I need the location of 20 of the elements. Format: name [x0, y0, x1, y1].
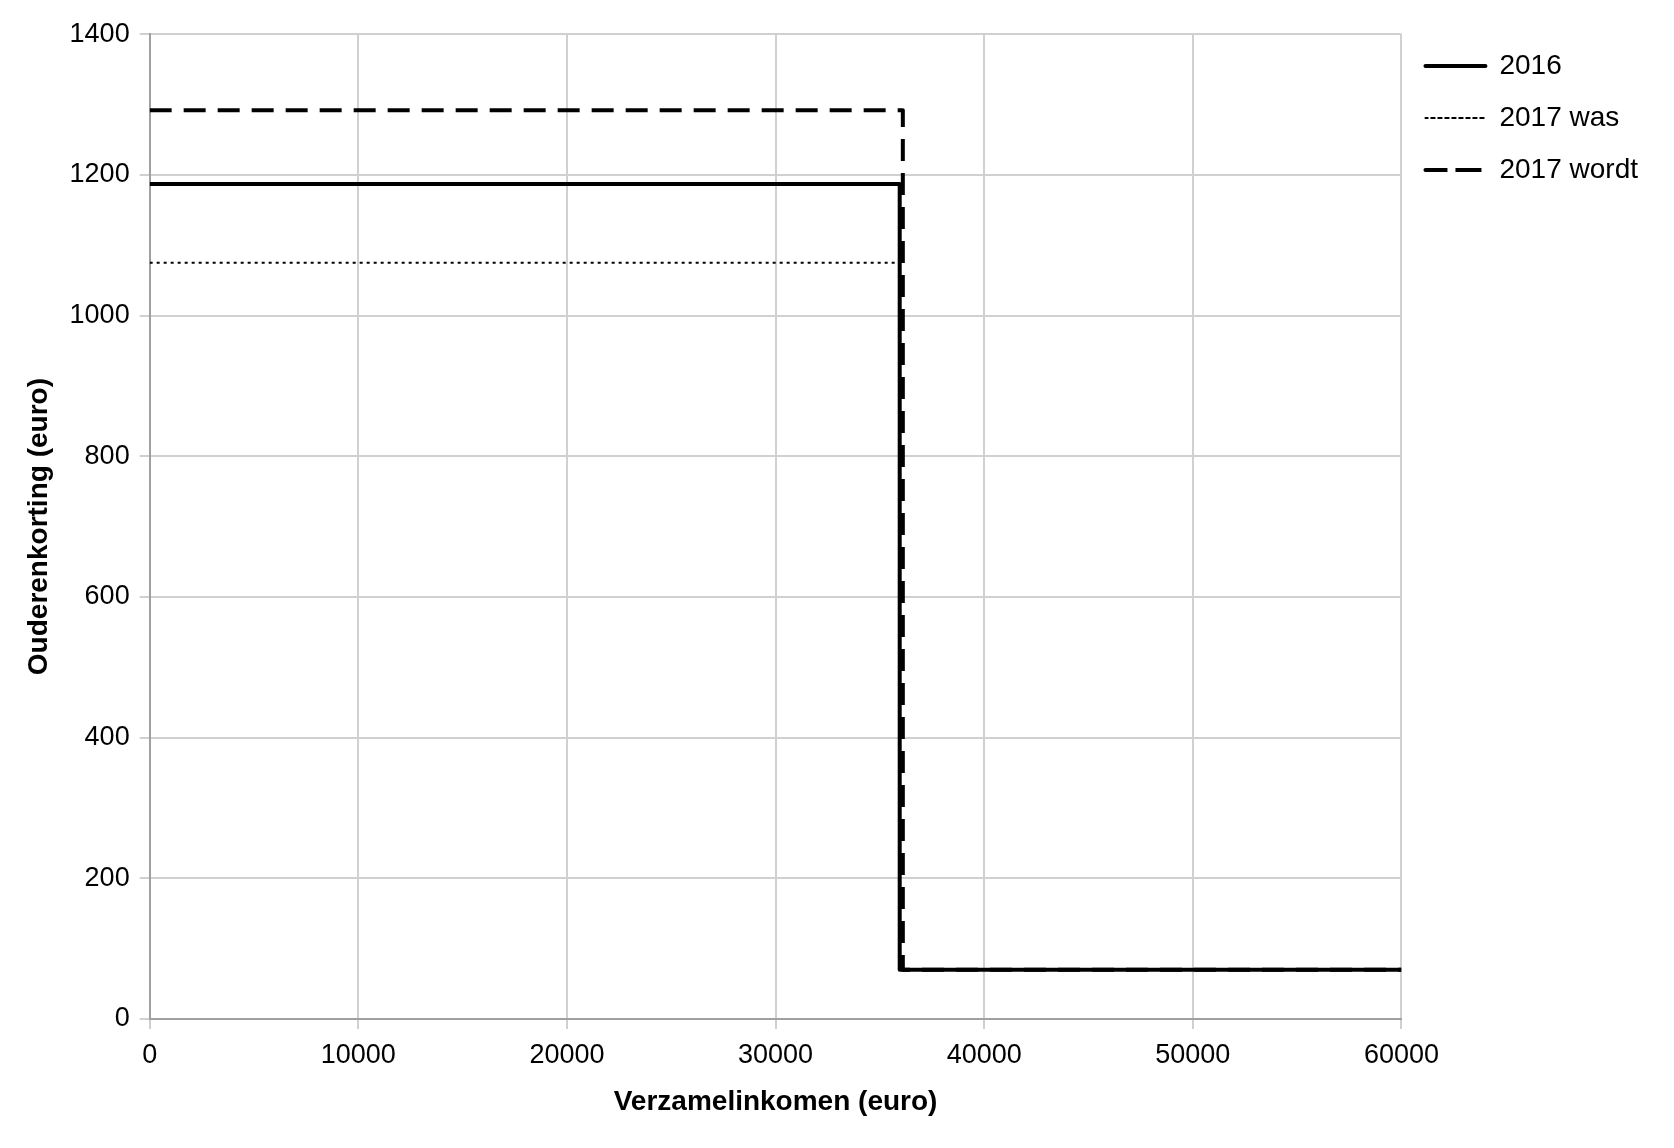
y-tick-label: 800: [84, 439, 130, 470]
y-tick-label: 400: [84, 721, 130, 752]
x-tick-label: 40000: [946, 1038, 1022, 1069]
legend-label: 2017 was: [1499, 100, 1620, 132]
legend-label: 2016: [1499, 48, 1562, 80]
x-tick-label: 60000: [1363, 1038, 1440, 1069]
legend-label: 2017 wordt: [1499, 152, 1639, 184]
y-tick-label: 1400: [69, 17, 130, 48]
y-tick-label: 600: [84, 580, 130, 611]
y-tick-label: 0: [114, 1002, 130, 1033]
x-tick-label: 50000: [1155, 1038, 1231, 1069]
y-tick-label: 1000: [69, 299, 130, 330]
y-tick-label: 1200: [69, 158, 130, 189]
x-tick-label: 20000: [529, 1038, 605, 1069]
x-tick-label: 10000: [320, 1038, 396, 1069]
y-axis-title: Ouderenkorting (euro): [21, 378, 53, 676]
x-tick-label: 0: [142, 1038, 158, 1069]
x-tick-label: 30000: [738, 1038, 814, 1069]
y-tick-label: 200: [84, 861, 130, 892]
x-axis-title: Verzamelinkomen (euro): [613, 1084, 938, 1116]
